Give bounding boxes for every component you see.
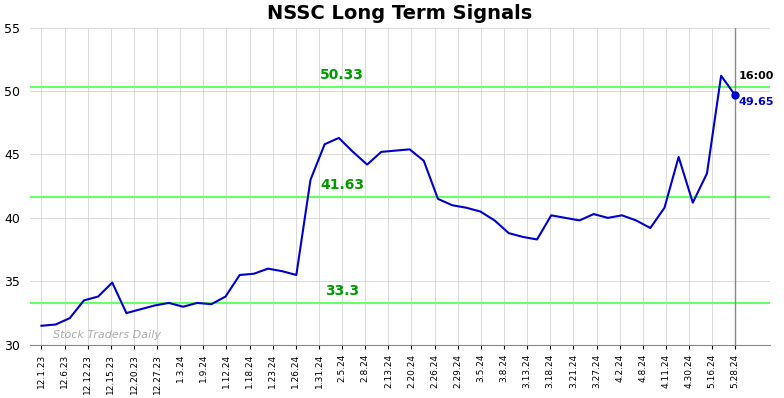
Text: 16:00: 16:00 [739,71,774,81]
Text: 41.63: 41.63 [320,178,364,192]
Text: Stock Traders Daily: Stock Traders Daily [53,330,161,340]
Title: NSSC Long Term Signals: NSSC Long Term Signals [267,4,532,23]
Text: 49.65: 49.65 [739,97,775,107]
Text: 50.33: 50.33 [320,68,364,82]
Text: 33.3: 33.3 [325,284,359,298]
